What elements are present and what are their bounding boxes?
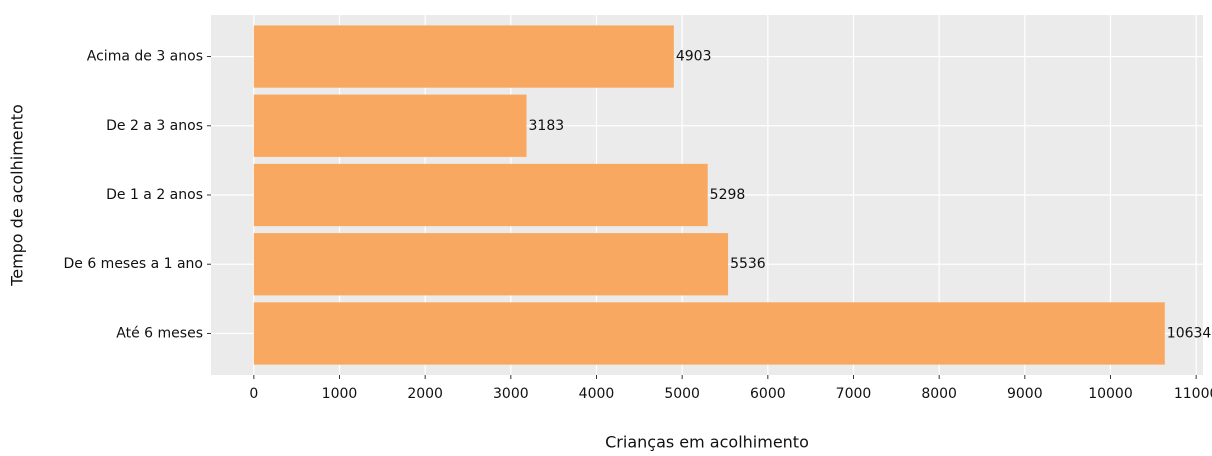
bar — [253, 163, 708, 227]
x-tick-label: 9000 — [1007, 386, 1043, 402]
x-tick-label: 5000 — [664, 386, 700, 402]
y-axis-title: Tempo de acolhimento — [8, 104, 27, 287]
value-label: 5298 — [710, 187, 746, 203]
y-tick-label: De 6 meses a 1 ano — [63, 256, 203, 272]
x-tick-label: 4000 — [579, 386, 615, 402]
bar — [253, 302, 1165, 365]
y-tick-label: De 1 a 2 anos — [106, 187, 203, 203]
bar — [253, 25, 674, 88]
y-tick-label: Acima de 3 anos — [87, 49, 203, 65]
bar — [253, 233, 729, 296]
value-label: 5536 — [730, 256, 766, 272]
x-axis-title: Crianças em acolhimento — [605, 433, 809, 452]
x-tick-label: 11000 — [1174, 386, 1212, 402]
y-tick-label: Até 6 meses — [116, 325, 203, 341]
x-tick-label: 3000 — [493, 386, 529, 402]
value-label: 10634 — [1167, 325, 1212, 341]
x-tick-label: 6000 — [750, 386, 786, 402]
x-tick-label: 7000 — [836, 386, 872, 402]
value-label: 3183 — [529, 118, 565, 134]
x-tick-label: 1000 — [322, 386, 358, 402]
x-tick-label: 8000 — [921, 386, 957, 402]
x-tick-label: 0 — [249, 386, 258, 402]
bar — [253, 94, 527, 157]
value-label: 4903 — [676, 49, 712, 65]
x-tick-label: 2000 — [407, 386, 443, 402]
x-tick-label: 10000 — [1088, 386, 1133, 402]
y-tick-label: De 2 a 3 anos — [106, 118, 203, 134]
